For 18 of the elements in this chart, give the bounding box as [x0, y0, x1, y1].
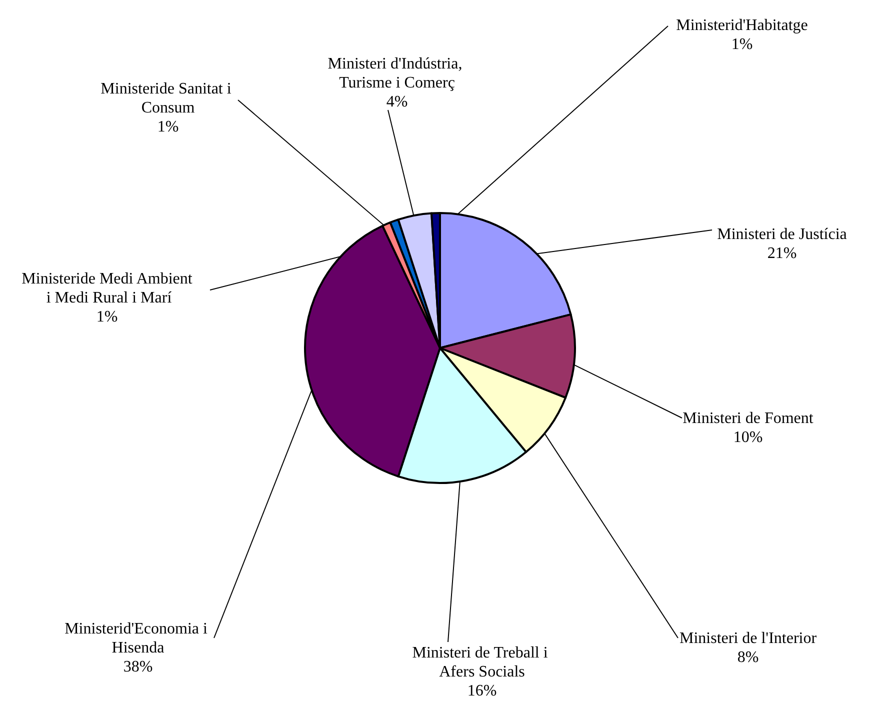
- slice-label: Ministeri de Justícia: [717, 226, 847, 243]
- data-label: 16%: [467, 682, 497, 700]
- data-label: 10%: [733, 429, 763, 446]
- data-label: 1%: [96, 308, 118, 326]
- slice-label: Ministerid'Habitatge: [676, 17, 808, 34]
- slice-label: Ministeride Sanitat i Consum: [100, 80, 236, 116]
- slice-label: Ministeride Medi Ambient i Medi Rural i Marí: [22, 270, 193, 306]
- data-label: 38%: [123, 658, 153, 676]
- slice-label: Ministeri de Treball i Afers Socials: [412, 644, 552, 680]
- data-label: 4%: [386, 94, 408, 110]
- data-label: 8%: [737, 649, 759, 666]
- data-label: 21%: [767, 245, 797, 262]
- slice-label: Ministeri de l'Interior: [679, 630, 818, 647]
- slice-label: Ministerid'Economia i Hisenda: [64, 620, 212, 656]
- data-label: 1%: [731, 36, 753, 53]
- slice-label: Ministeri de Foment: [682, 410, 814, 427]
- data-label: 1%: [157, 118, 179, 136]
- slice-label: Ministeri d'Indústria, Turisme i Comerç: [328, 56, 466, 92]
